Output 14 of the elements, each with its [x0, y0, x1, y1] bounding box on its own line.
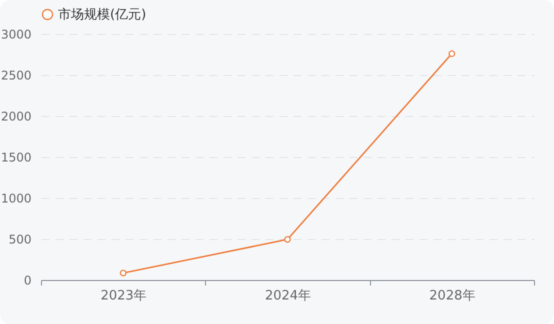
point: [120, 270, 127, 276]
y-tick-label: 1500: [0, 150, 32, 164]
legend-label: 市场规模(亿元): [58, 8, 146, 22]
y-tick-label: 2000: [0, 110, 32, 124]
y-tick-label: 500: [8, 232, 32, 246]
x-tick-label: 2028年: [429, 288, 476, 304]
point: [448, 50, 456, 58]
y-tick-label: 2500: [0, 68, 32, 82]
y-tick-label: 3000: [0, 28, 32, 42]
x-tick-label: 2023年: [100, 288, 147, 304]
point: [284, 236, 291, 243]
y-tick-label: 0: [24, 274, 32, 288]
x-tick-label: 2024年: [264, 288, 312, 304]
y-tick-label: 1000: [0, 192, 32, 206]
